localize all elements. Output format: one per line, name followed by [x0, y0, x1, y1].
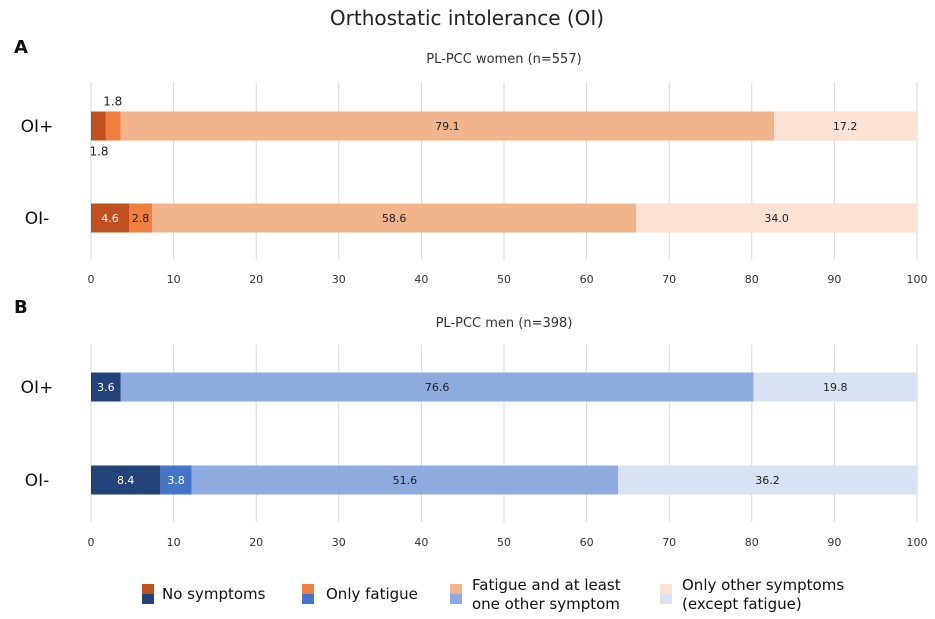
- legend-label-fatigue-and-at-least-one-other-symptom-line-2: one other symptom: [472, 595, 620, 613]
- panel-b-x-tick-10: 10: [167, 536, 181, 549]
- panel-b-bar-oi-plus-fatigue-and-at-least-one-other-symptom: [120, 372, 754, 402]
- panel-b-bar-oi-minus-only-other-symptoms-except-fatigue: [617, 465, 917, 495]
- panel-a-bar-oi-minus-no-symptoms: [91, 203, 129, 233]
- panel-a-title: PL-PCC women (n=557): [426, 52, 581, 67]
- legend-swatch-bottom-fatigue-and-at-least-one-other-symptom: [450, 594, 462, 604]
- panel-a-bar-oi-plus-only-fatigue: [105, 111, 121, 141]
- legend-label-only-fatigue: Only fatigue: [326, 585, 418, 603]
- panel-b-x-tick-50: 50: [497, 536, 511, 549]
- panel-b-x-tick-70: 70: [662, 536, 676, 549]
- panel-a-x-tick-100: 100: [907, 273, 928, 286]
- panel-a-x-tick-70: 70: [662, 273, 676, 286]
- panel-b-bar-oi-plus-only-other-symptoms-except-fatigue-label: 19.8: [823, 381, 848, 394]
- legend-swatch-top-only-fatigue: [302, 584, 314, 594]
- panel-a-x-tick-90: 90: [827, 273, 841, 286]
- panel-a-category-oi-minus: OI-: [25, 209, 50, 229]
- legend-swatch-top-no-symptoms: [142, 584, 154, 594]
- panel-a-bar-oi-plus-no-symptoms: [91, 111, 106, 141]
- panel-a: A PL-PCC women (n=557) 0 10 20 30 40 50 60 70 80 90…: [14, 37, 928, 286]
- panel-b-category-oi-plus: OI+: [21, 378, 54, 398]
- panel-b-category-oi-minus: OI-: [25, 471, 50, 491]
- panel-b-bar-oi-minus-no-symptoms-label: 8.4: [117, 474, 135, 487]
- panel-b-x-tick-40: 40: [414, 536, 428, 549]
- legend-label-only-other-symptoms-except-fatigue-line-2: (except fatigue): [682, 595, 802, 613]
- panel-a-x-tick-50: 50: [497, 273, 511, 286]
- legend-swatch-bottom-only-other-symptoms-except-fatigue: [660, 594, 672, 604]
- panel-a-x-tick-20: 20: [249, 273, 263, 286]
- panel-a-bar-oi-minus-only-fatigue-label: 2.8: [132, 212, 150, 225]
- panel-a-x-tick-40: 40: [414, 273, 428, 286]
- panel-a-bar-oi-minus-only-other-symptoms-except-fatigue: [636, 203, 917, 233]
- legend-swatch-bottom-only-fatigue: [302, 594, 314, 604]
- panel-b-bar-oi-plus-fatigue-and-at-least-one-other-symptom-label: 76.6: [425, 381, 450, 394]
- panel-a-bar-oi-minus-fatigue-and-at-least-one-other-symptom-label: 58.6: [382, 212, 407, 225]
- panel-a-bar-oi-plus-only-other-symptoms-except-fatigue: [774, 111, 917, 141]
- panel-b-bar-oi-plus-no-symptoms-label: 3.6: [97, 381, 115, 394]
- panel-b: B PL-PCC men (n=398) 0 10 20 30 40 50 60 70 80 90 10…: [14, 297, 928, 549]
- panel-b-bar-oi-minus-fatigue-and-at-least-one-other-symptom: [191, 465, 618, 495]
- panel-b-bar-oi-minus-fatigue-and-at-least-one-other-symptom-label: 51.6: [393, 474, 418, 487]
- panel-a-bar-oi-minus-no-symptoms-label: 4.6: [101, 212, 119, 225]
- panel-a-bar-oi-plus-only-fatigue-label: 1.8: [103, 95, 122, 109]
- panel-b-bar-oi-plus-only-other-symptoms-except-fatigue: [753, 372, 917, 402]
- legend: No symptoms Only fatigue Fatigue and at le…: [142, 576, 844, 613]
- legend-label-fatigue-and-at-least-one-other-symptom-line-1: Fatigue and at least: [472, 576, 621, 594]
- panel-b-x-tick-90: 90: [827, 536, 841, 549]
- panel-b-bar-oi-plus-no-symptoms: [91, 372, 121, 402]
- figure-title: Orthostatic intolerance (OI): [330, 6, 604, 30]
- panel-a-x-tick-10: 10: [167, 273, 181, 286]
- legend-swatch-top-fatigue-and-at-least-one-other-symptom: [450, 584, 462, 594]
- panel-b-x-tick-30: 30: [332, 536, 346, 549]
- panel-b-title: PL-PCC men (n=398): [436, 316, 573, 331]
- panel-a-bar-oi-plus-fatigue-and-at-least-one-other-symptom: [120, 111, 775, 141]
- legend-label-no-symptoms: No symptoms: [162, 585, 266, 603]
- panel-b-bar-oi-minus-only-fatigue: [160, 465, 192, 495]
- panel-b-x-tick-0: 0: [88, 536, 95, 549]
- panel-b-bar-oi-minus-no-symptoms: [91, 465, 161, 495]
- panel-a-bar-oi-minus-only-fatigue: [128, 203, 153, 233]
- panel-a-x-tick-80: 80: [745, 273, 759, 286]
- panel-a-bar-oi-plus-only-other-symptoms-except-fatigue-label: 17.2: [833, 120, 858, 133]
- panel-b-x-tick-60: 60: [580, 536, 594, 549]
- panel-a-x-tick-30: 30: [332, 273, 346, 286]
- legend-swatch-top-only-other-symptoms-except-fatigue: [660, 584, 672, 594]
- panel-a-label: A: [14, 37, 28, 58]
- panel-a-bar-oi-minus-only-other-symptoms-except-fatigue-label: 34.0: [764, 212, 789, 225]
- panel-a-bar-oi-plus-no-symptoms-label: 1.8: [89, 145, 108, 159]
- legend-label-only-other-symptoms-except-fatigue-line-1: Only other symptoms: [682, 576, 844, 594]
- panel-a-x-tick-60: 60: [580, 273, 594, 286]
- panel-b-label: B: [14, 297, 28, 318]
- panel-b-x-tick-80: 80: [745, 536, 759, 549]
- panel-a-bar-oi-plus-fatigue-and-at-least-one-other-symptom-label: 79.1: [435, 120, 460, 133]
- legend-swatch-bottom-no-symptoms: [142, 594, 154, 604]
- panel-b-bar-oi-minus-only-other-symptoms-except-fatigue-label: 36.2: [755, 474, 780, 487]
- panel-a-x-tick-0: 0: [88, 273, 95, 286]
- panel-a-category-oi-plus: OI+: [21, 117, 54, 137]
- panel-a-bar-oi-minus-fatigue-and-at-least-one-other-symptom: [152, 203, 637, 233]
- panel-b-x-tick-100: 100: [907, 536, 928, 549]
- panel-b-bar-oi-minus-only-fatigue-label: 3.8: [167, 474, 185, 487]
- panel-b-x-tick-20: 20: [249, 536, 263, 549]
